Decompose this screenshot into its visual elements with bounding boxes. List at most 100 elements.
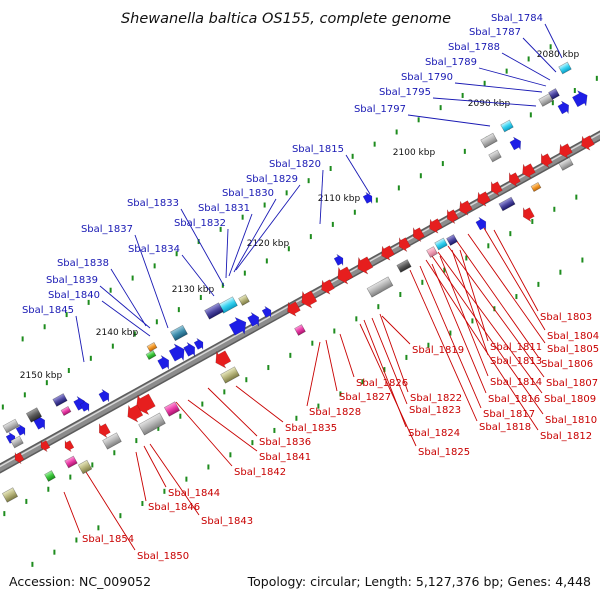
forward-gene-label[interactable]: Sbal_1787 <box>469 27 521 38</box>
reverse-gene-label[interactable]: Sbal_1846 <box>148 502 200 513</box>
forward-gene-label[interactable]: Sbal_1833 <box>127 198 179 209</box>
reverse-gene-label[interactable]: Sbal_1850 <box>137 551 189 562</box>
forward-gene-arrow <box>168 343 185 362</box>
tick-dot <box>361 379 364 385</box>
tick-dot <box>531 218 534 224</box>
reverse-gene-label[interactable]: Sbal_1817 <box>483 409 535 420</box>
forward-gene-label[interactable]: Sbal_1815 <box>292 144 344 155</box>
reverse-gene-label[interactable]: Sbal_1844 <box>168 488 220 499</box>
forward-gene-label[interactable]: Sbal_1837 <box>81 224 133 235</box>
forward-gene-label[interactable]: Sbal_1788 <box>448 42 500 53</box>
forward-gene-label[interactable]: Sbal_1789 <box>425 57 477 68</box>
label-leader-line <box>501 52 551 81</box>
reverse-gene-label[interactable]: Sbal_1816 <box>488 394 540 405</box>
reverse-gene-label[interactable]: Sbal_1809 <box>544 394 596 405</box>
label-leader-line <box>381 315 411 345</box>
forward-gene-arrow <box>157 354 170 371</box>
gene-block <box>220 366 240 384</box>
label-leader-line <box>447 245 545 378</box>
reverse-gene-label[interactable]: Sbal_1843 <box>201 516 253 527</box>
reverse-gene-label[interactable]: Sbal_1827 <box>339 392 391 403</box>
forward-gene-label[interactable]: Sbal_1797 <box>354 104 406 115</box>
tick-dot <box>289 352 292 358</box>
reverse-gene-label[interactable]: Sbal_1813 <box>490 356 542 367</box>
tick-dot <box>69 474 72 480</box>
reverse-gene-label[interactable]: Sbal_1819 <box>412 345 464 356</box>
forward-gene-label[interactable]: Sbal_1829 <box>246 174 298 185</box>
reverse-gene-label[interactable]: Sbal_1807 <box>546 378 598 389</box>
gene-block <box>498 196 516 212</box>
tick-dot <box>449 330 452 336</box>
reverse-gene-arrow <box>490 180 503 197</box>
forward-gene-arrow <box>571 90 588 108</box>
label-leader-line <box>522 37 557 73</box>
label-leader-line <box>409 269 478 422</box>
forward-gene-arrow <box>15 423 26 437</box>
tick-dot <box>509 231 512 237</box>
tick-dot <box>75 537 78 543</box>
tick-dot <box>65 312 68 318</box>
forward-gene-label[interactable]: Sbal_1831 <box>198 203 250 214</box>
label-leader-line <box>181 254 215 297</box>
label-leader-line <box>306 341 321 407</box>
tick-dot <box>461 92 464 98</box>
tick-label: 2140 kbp <box>96 328 139 338</box>
reverse-gene-label[interactable]: Sbal_1822 <box>410 393 462 404</box>
reverse-gene-label[interactable]: Sbal_1814 <box>490 377 542 388</box>
tick-dot <box>199 294 202 300</box>
reverse-gene-label[interactable]: Sbal_1806 <box>541 359 593 370</box>
reverse-gene-label[interactable]: Sbal_1818 <box>479 422 531 433</box>
forward-gene-label[interactable]: Sbal_1784 <box>491 13 543 24</box>
tick-marks <box>1 44 598 567</box>
reverse-gene-label[interactable]: Sbal_1810 <box>545 415 597 426</box>
gene-block <box>44 470 56 482</box>
reverse-gene-label[interactable]: Sbal_1854 <box>82 534 134 545</box>
tick-dot <box>43 324 46 330</box>
forward-gene-label[interactable]: Sbal_1830 <box>222 188 274 199</box>
reverse-gene-label[interactable]: Sbal_1823 <box>409 405 461 416</box>
tick-dot <box>427 342 430 348</box>
tick-dot <box>375 197 378 203</box>
label-leader-line <box>478 67 547 87</box>
gene-block <box>488 149 502 163</box>
reverse-gene-label[interactable]: Sbal_1826 <box>356 378 408 389</box>
forward-gene-label[interactable]: Sbal_1790 <box>401 72 453 83</box>
reverse-gene-label[interactable]: Sbal_1811 <box>490 342 542 353</box>
gene-labels[interactable]: Sbal_1784 Sbal_1787 Sbal_1788 Sbal_1789 Sbal… <box>22 13 599 562</box>
forward-gene-label[interactable]: Sbal_1839 <box>46 275 98 286</box>
reverse-gene-label[interactable]: Sbal_1812 <box>540 431 592 442</box>
tick-dot <box>163 488 166 494</box>
reverse-gene-label[interactable]: Sbal_1824 <box>408 428 460 439</box>
label-leader-line <box>439 255 489 377</box>
tick-dot <box>373 141 376 147</box>
tick-dot <box>595 75 598 81</box>
tick-dot <box>383 367 386 373</box>
forward-gene-label[interactable]: Sbal_1820 <box>269 159 321 170</box>
forward-gene-label[interactable]: Sbal_1838 <box>57 258 109 269</box>
reverse-gene-arrow <box>559 143 573 159</box>
label-leader-line <box>99 285 151 329</box>
reverse-gene-label[interactable]: Sbal_1835 <box>285 423 337 434</box>
reverse-gene-label[interactable]: Sbal_1825 <box>418 447 470 458</box>
tick-dot <box>285 190 288 196</box>
reverse-gene-label[interactable]: Sbal_1841 <box>259 452 311 463</box>
tick-dot <box>529 112 532 118</box>
reverse-gene-label[interactable]: Sbal_1804 <box>547 331 599 342</box>
gene-block <box>64 455 78 469</box>
reverse-gene-label[interactable]: Sbal_1828 <box>309 407 361 418</box>
tick-dot <box>201 401 204 407</box>
forward-gene-label[interactable]: Sbal_1834 <box>128 244 180 255</box>
forward-gene-label[interactable]: Sbal_1795 <box>379 87 431 98</box>
reverse-gene-arrow <box>215 350 232 369</box>
tick-label: 2150 kbp <box>20 371 63 381</box>
tick-dot <box>487 243 490 249</box>
reverse-gene-label[interactable]: Sbal_1836 <box>259 437 311 448</box>
tick-dot <box>31 561 34 567</box>
forward-gene-label[interactable]: Sbal_1840 <box>48 290 100 301</box>
reverse-gene-label[interactable]: Sbal_1803 <box>540 312 592 323</box>
reverse-gene-label[interactable]: Sbal_1805 <box>547 344 599 355</box>
forward-gene-label[interactable]: Sbal_1832 <box>174 218 226 229</box>
tick-dot <box>153 263 156 269</box>
forward-gene-label[interactable]: Sbal_1845 <box>22 305 74 316</box>
reverse-gene-label[interactable]: Sbal_1842 <box>234 467 286 478</box>
